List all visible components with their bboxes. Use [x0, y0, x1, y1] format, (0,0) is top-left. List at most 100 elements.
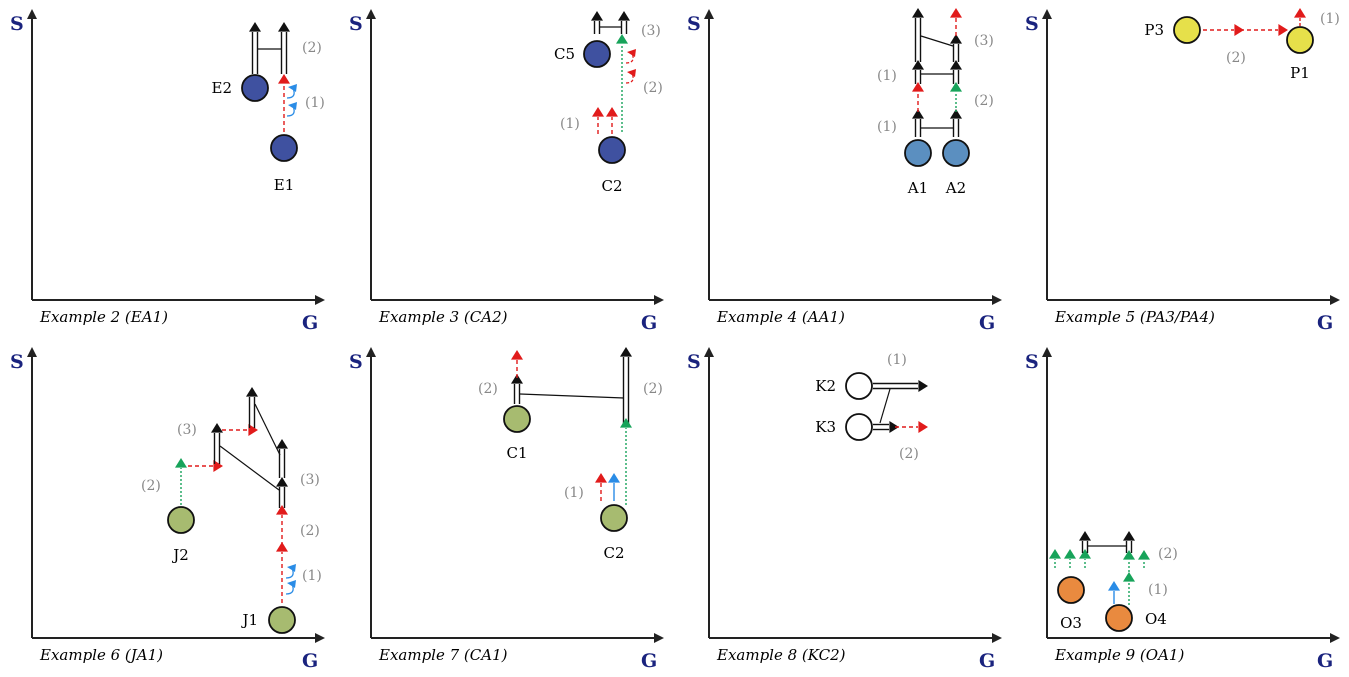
step-label: (1)	[1148, 582, 1168, 598]
red-arrow-1	[276, 542, 288, 552]
node-j2	[167, 506, 195, 534]
node-e2	[241, 74, 269, 102]
green-arrow-o3-b	[1064, 549, 1076, 559]
blue-arrow-2	[288, 102, 297, 110]
node-label: C5	[554, 45, 575, 63]
red-curl-1-line	[625, 52, 634, 64]
double-arrow-o4	[1123, 531, 1135, 541]
node-o3	[1057, 576, 1085, 604]
double-arrow-j2-2	[246, 387, 258, 397]
step-label: (2)	[1158, 546, 1178, 562]
double-arrow-b	[618, 11, 630, 21]
red-arrow-2	[1278, 24, 1288, 36]
node-label: K3	[815, 418, 836, 436]
green-arrow	[175, 458, 187, 468]
red-arrow-top	[950, 8, 962, 18]
node-a1	[904, 139, 932, 167]
step-label: (3)	[300, 472, 320, 488]
step-label: (2)	[899, 446, 919, 462]
node-label: J2	[171, 546, 189, 564]
green-arrow-o4-a	[1123, 550, 1135, 560]
panel-caption: Example 9 (OA1)	[1054, 646, 1184, 664]
step-label: (2)	[300, 523, 320, 539]
panel-caption: Example 2 (EA1)	[39, 308, 168, 326]
panel-caption: Example 5 (PA3/PA4)	[1054, 308, 1215, 326]
y-axis-label: S	[10, 13, 24, 35]
red-arrow-a	[592, 107, 604, 117]
step-label: (1)	[305, 95, 325, 111]
double-arrow-j1-2	[276, 439, 288, 449]
node-label: A1	[907, 179, 928, 197]
red-curl-2	[627, 69, 636, 77]
x-axis-label: G	[1317, 650, 1333, 672]
blue-arrow	[1108, 581, 1120, 591]
blue-arrow-1	[287, 564, 296, 572]
link-line	[519, 393, 625, 399]
node-label: J1	[240, 611, 258, 629]
double-arrow-c1	[511, 374, 523, 384]
double-arrow-a1-2	[912, 60, 924, 70]
double-arrow-a2-2	[950, 60, 962, 70]
node-k2	[845, 372, 873, 400]
step-label: (2)	[478, 381, 498, 397]
red-arrow	[278, 74, 290, 84]
node-a2	[942, 139, 970, 167]
double-arrow-e1	[278, 22, 290, 32]
link-line	[879, 388, 891, 424]
x-axis-label: G	[641, 312, 657, 334]
y-axis-label: S	[349, 13, 363, 35]
link-line-1	[219, 445, 280, 491]
green-arrow-o4	[1123, 572, 1135, 582]
panel-caption: Example 6 (JA1)	[39, 646, 163, 664]
node-label: O4	[1145, 610, 1167, 628]
node-c1	[503, 405, 531, 433]
node-label: P3	[1144, 21, 1164, 39]
panel-caption: Example 3 (CA2)	[378, 308, 508, 326]
node-label: A2	[945, 179, 966, 197]
double-arrow-a	[591, 11, 603, 21]
double-arrow-j1-1	[276, 477, 288, 487]
red-curl-1	[627, 49, 636, 57]
red-arrow-1	[1234, 24, 1244, 36]
green-arrow	[616, 34, 628, 44]
node-e1	[270, 134, 298, 162]
step-label: (2)	[643, 381, 663, 397]
x-axis-label: G	[979, 650, 995, 672]
x-axis-label: G	[1317, 312, 1333, 334]
y-axis-label: S	[1025, 13, 1039, 35]
node-c2	[598, 136, 626, 164]
red-arrow	[595, 473, 607, 483]
double-arrow-e2	[249, 22, 261, 32]
step-label: (1)	[887, 352, 907, 368]
step-label: (1)	[302, 568, 322, 584]
step-label: (2)	[643, 80, 663, 96]
double-arrow-c2	[620, 347, 632, 357]
y-axis-label: S	[687, 351, 701, 373]
step-label: (1)	[877, 119, 897, 135]
red-curl-2-line	[625, 72, 634, 84]
node-o4	[1105, 604, 1133, 632]
red-arrow-4	[248, 424, 258, 436]
double-arrow-a2	[950, 109, 962, 119]
step-label: (3)	[177, 422, 197, 438]
link-line-2	[254, 403, 281, 456]
red-arrow	[918, 421, 928, 433]
node-label: P1	[1290, 64, 1310, 82]
node-label: K2	[815, 377, 836, 395]
double-arrow-o3	[1079, 531, 1091, 541]
red-arrow-2	[276, 505, 288, 515]
red-arrow-p1	[1294, 8, 1306, 18]
y-axis-label: S	[349, 351, 363, 373]
blue-arrow-2	[287, 580, 296, 588]
node-c5	[583, 40, 611, 68]
red-arrow-a1	[912, 82, 924, 92]
double-arrow-a2-3	[950, 34, 962, 44]
step-label: (2)	[141, 478, 161, 494]
node-p3	[1173, 16, 1201, 44]
red-arrow-top	[511, 350, 523, 360]
node-p1	[1286, 26, 1314, 54]
y-axis-label: S	[687, 13, 701, 35]
link-line-3	[920, 35, 954, 47]
node-label: O3	[1060, 614, 1082, 632]
step-label: (3)	[974, 33, 994, 49]
